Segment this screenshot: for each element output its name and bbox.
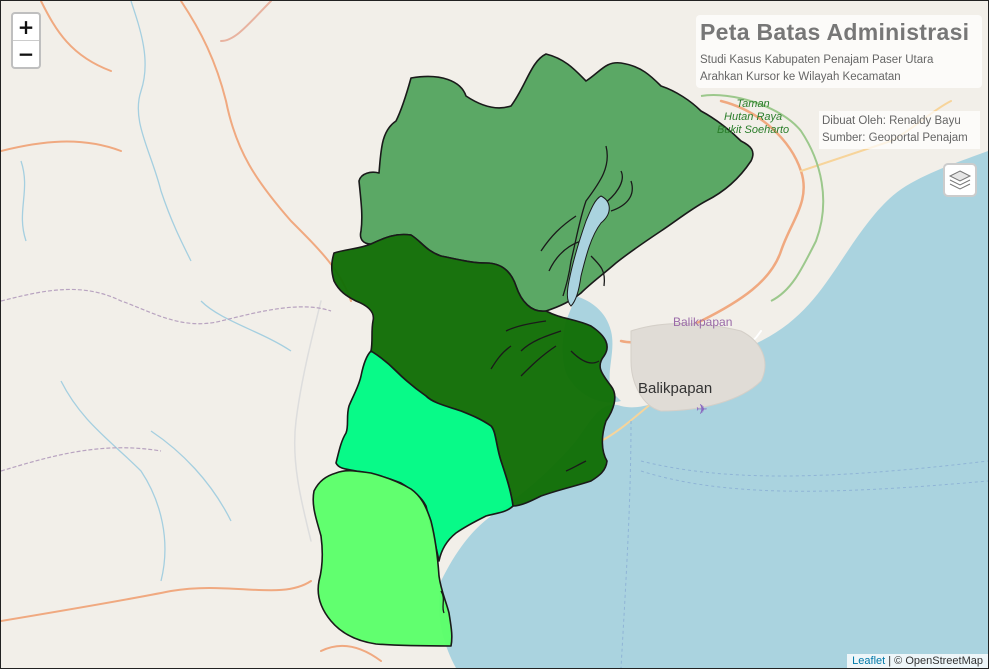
attribution-separator: | ©	[885, 655, 906, 667]
layers-control-button[interactable]	[943, 163, 977, 197]
city-label: Balikpapan	[638, 380, 713, 397]
estuary-channels	[440, 145, 633, 614]
leaflet-link[interactable]: Leaflet	[852, 655, 886, 667]
layers-icon	[948, 170, 972, 190]
river-network	[20, 1, 292, 582]
source-credit: Sumber: Geoportal Penajam	[822, 132, 968, 144]
shipping-lanes	[620, 420, 988, 668]
zoom-in-button[interactable]: +	[17, 15, 35, 39]
zoom-control: + −	[11, 12, 41, 69]
title-panel: Peta Batas Administrasi Studi Kasus Kabu…	[696, 15, 982, 88]
park-label-line: Hutan Raya	[724, 111, 783, 123]
airport-icon: ✈	[696, 401, 708, 417]
sea-area	[439, 151, 988, 668]
park-label-line: Bukit Soeharto	[717, 124, 790, 136]
district-north[interactable]	[358, 53, 754, 312]
district-south[interactable]	[312, 469, 453, 647]
map-subtitle: Studi Kasus Kabupaten Penajam Paser Utar…	[700, 54, 934, 66]
urban-area	[630, 323, 766, 412]
osm-credit: OpenStreetMap	[905, 655, 983, 667]
city-label-small: Balikpapan	[673, 315, 733, 329]
author-credit: Dibuat Oleh: Renaldy Bayu	[822, 115, 961, 127]
district-central[interactable]	[330, 233, 616, 507]
attribution: Leaflet | © OpenStreetMap	[847, 654, 988, 668]
zoom-out-button[interactable]: −	[13, 40, 39, 67]
map-title: Peta Batas Administrasi	[700, 19, 970, 45]
district-southeast[interactable]	[335, 350, 514, 562]
strait	[566, 195, 610, 307]
admin-boundaries	[1, 288, 332, 472]
park-label: Taman Hutan Raya Bukit Soeharto	[717, 98, 789, 137]
map-instruction: Arahkan Kursor ke Wilayah Kecamatan	[700, 71, 901, 83]
credit-panel: Dibuat Oleh: Renaldy Bayu Sumber: Geopor…	[819, 111, 980, 149]
park-label-line: Taman	[736, 98, 770, 110]
park-boundary	[700, 94, 825, 302]
